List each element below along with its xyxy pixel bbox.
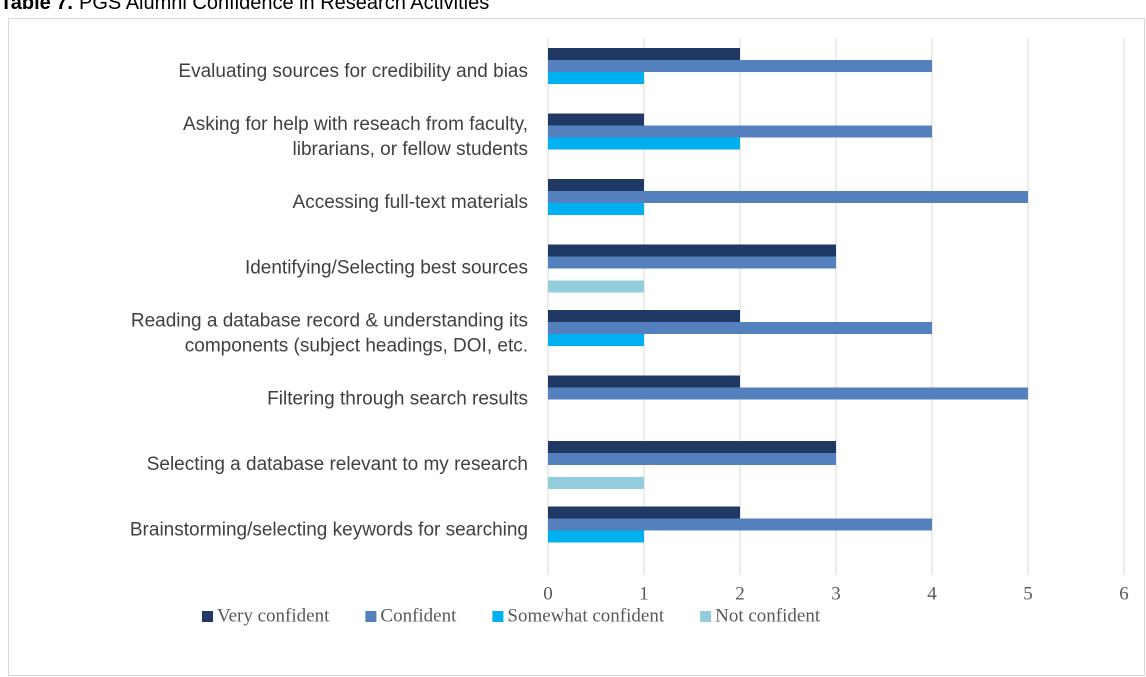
x-tick-label: 0 — [543, 583, 553, 604]
legend-label: Confident — [380, 605, 457, 626]
y-tick-label: Brainstorming/selecting keywords for sea… — [130, 520, 528, 541]
bar — [548, 530, 644, 543]
x-tick-label: 4 — [927, 583, 937, 604]
y-tick-label: Selecting a database relevant to my rese… — [147, 454, 528, 475]
bar — [548, 72, 644, 84]
bar — [548, 477, 644, 489]
x-tick-label: 1 — [639, 583, 649, 604]
title-text: PGS Alumni Confidence in Research Activi… — [79, 0, 489, 14]
bar — [548, 137, 740, 150]
y-tick-label: Filtering through search results — [267, 389, 528, 410]
y-tick-label: Accessing full-text materials — [293, 192, 528, 213]
legend-swatch — [202, 611, 213, 622]
legend-label: Not confident — [715, 605, 821, 626]
bar — [548, 310, 740, 322]
bar — [548, 506, 740, 519]
legend-label: Very confident — [217, 605, 330, 626]
bar — [548, 48, 740, 60]
bar — [548, 453, 836, 465]
bar — [548, 60, 932, 72]
bar — [548, 191, 1028, 203]
y-tick-label: librarians, or fellow students — [293, 139, 529, 160]
bar — [548, 113, 644, 126]
x-tick-label: 5 — [1023, 583, 1033, 604]
bar — [548, 334, 644, 346]
y-tick-label: components (subject headings, DOI, etc. — [185, 336, 528, 357]
bar — [548, 244, 836, 257]
y-tick-label: Identifying/Selecting best sources — [245, 258, 528, 279]
x-tick-label: 3 — [831, 583, 841, 604]
bar — [548, 441, 836, 453]
bar — [548, 322, 932, 334]
y-tick-label: Reading a database record & understandin… — [131, 311, 528, 332]
x-tick-label: 6 — [1119, 583, 1129, 604]
bar — [548, 387, 1028, 400]
legend-swatch — [700, 611, 712, 622]
bar — [548, 179, 644, 191]
bar — [548, 518, 932, 531]
chart-title: Table 7. PGS Alumni Confidence in Researc… — [0, 0, 489, 14]
bar — [548, 125, 932, 138]
legend-swatch — [492, 611, 504, 622]
bar — [548, 203, 644, 215]
legend-label: Somewhat confident — [507, 605, 664, 626]
y-tick-label: Evaluating sources for credibility and b… — [178, 61, 528, 82]
legend-swatch — [365, 611, 377, 622]
title-label: Table 7. — [0, 0, 73, 14]
bar — [548, 375, 740, 388]
bar — [548, 280, 644, 293]
y-tick-label: Asking for help with reseach from facult… — [183, 114, 528, 135]
x-tick-label: 2 — [735, 583, 745, 604]
bar — [548, 256, 836, 269]
